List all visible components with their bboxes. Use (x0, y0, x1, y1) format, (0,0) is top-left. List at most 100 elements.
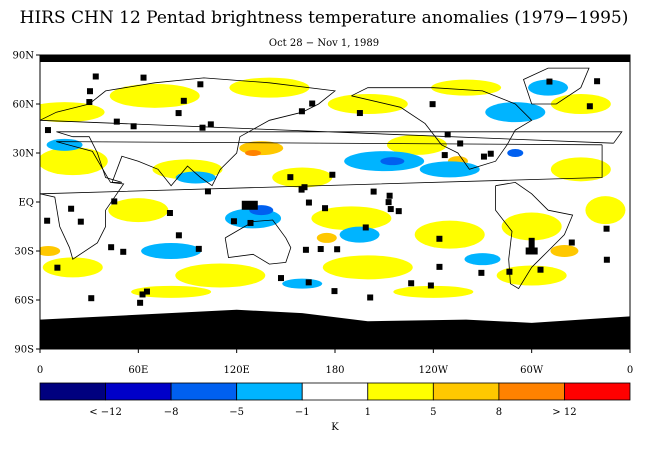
missing-data-cell (537, 266, 544, 273)
warm-anomaly-patch (414, 220, 485, 249)
missing-data-cell (322, 205, 329, 212)
warm-anomaly-patch (175, 263, 266, 288)
warm-anomaly-patch (327, 94, 408, 114)
cool-anomaly-patch (419, 161, 480, 178)
missing-data-cell (86, 99, 93, 106)
missing-data-cell (143, 288, 150, 295)
missing-data-cell (199, 124, 206, 131)
missing-data-cell (298, 186, 305, 193)
anomaly-field-layer (40, 55, 630, 349)
warm-anomaly-patch (40, 147, 108, 176)
missing-data-cell (305, 279, 312, 286)
colorbar-label: −8 (164, 407, 179, 418)
warm-anomaly-patch (311, 206, 392, 231)
lat-tick-label: 90S (14, 345, 34, 356)
lat-tick-label: 30S (14, 247, 34, 258)
missing-data-cell (287, 174, 294, 181)
lon-tick-label: 120E (223, 365, 249, 376)
coastline (351, 87, 533, 170)
lat-tick-label: 60N (13, 100, 35, 111)
missing-data-cell (44, 217, 51, 224)
missing-data-cell (331, 288, 338, 295)
colorbar-label: −5 (229, 407, 244, 418)
colorbar: < −12 −8 −5 −1 1 5 8 > 12 K (39, 382, 631, 433)
missing-data-cell (594, 78, 601, 85)
missing-data-cell (334, 246, 341, 253)
missing-data-cell (195, 245, 202, 252)
coastline (40, 77, 623, 187)
colorbar-label: 1 (365, 407, 371, 418)
missing-data-cell (480, 153, 487, 160)
missing-data-cell (175, 110, 182, 117)
cool-anomaly-patch (46, 138, 83, 151)
missing-data-cell (68, 205, 75, 212)
warm-anomaly-patch (229, 77, 310, 98)
warm-anomaly-patch (272, 167, 333, 188)
lat-tick-label: 30N (13, 149, 35, 160)
north-pole-missing-data (40, 55, 630, 62)
missing-data-cell (427, 282, 434, 289)
missing-data-cell (111, 198, 118, 205)
colorbar-swatch (170, 382, 238, 401)
lon-tick-label: 0 (37, 365, 43, 376)
missing-data-cell (367, 294, 374, 301)
missing-data-cell (204, 188, 211, 195)
warm-anomaly-patch (550, 94, 611, 114)
lon-tick-label: 0 (627, 365, 633, 376)
missing-data-cell (478, 269, 485, 276)
missing-data-cell (309, 100, 316, 107)
lat-tick-label: 90N (13, 51, 35, 62)
warm-anomaly-patch (42, 257, 103, 278)
cool-anomaly-patch (485, 102, 546, 123)
warm-anomaly-patch (131, 285, 212, 298)
missing-data-cell (130, 123, 137, 130)
very-strong-warm-anomaly-patch (245, 150, 262, 156)
warm-anomaly-patch (431, 79, 502, 96)
colorbar-unit: K (331, 422, 339, 433)
coastline-layer (40, 67, 623, 290)
warm-anomaly-patch (585, 196, 626, 225)
warm-anomaly-patch (322, 255, 413, 280)
lat-tick-label: 60S (14, 296, 34, 307)
missing-data-cell (305, 199, 312, 206)
coastline (523, 67, 590, 105)
cool-anomaly-patch (141, 243, 202, 259)
missing-data-cell (441, 152, 448, 159)
warm-anomaly-patch (496, 265, 567, 286)
missing-data-cell (140, 74, 147, 81)
missing-data-cell (44, 127, 51, 134)
missing-data-cell (356, 110, 363, 117)
strong-cool-anomaly-patch (507, 149, 524, 157)
missing-data-cell (166, 210, 173, 217)
warm-anomaly-patch (550, 157, 611, 182)
missing-data-cell (603, 256, 610, 263)
missing-data-cell (120, 248, 127, 255)
missing-data-cell (387, 206, 394, 213)
missing-data-cell (457, 140, 464, 147)
lon-tick-label: 60W (520, 365, 544, 376)
strong-warm-anomaly-patch (316, 232, 337, 243)
cool-anomaly-patch (464, 253, 501, 266)
colorbar-label: < −12 (89, 407, 122, 418)
warm-anomaly-patch (40, 102, 105, 123)
missing-data-cell (92, 73, 99, 80)
missing-data-cell (298, 108, 305, 115)
missing-data-cell (86, 88, 93, 95)
strong-warm-anomaly-patch (550, 245, 579, 257)
missing-data-cell (385, 199, 392, 206)
colorbar-swatch (105, 382, 172, 401)
colorbar-swatch (432, 382, 500, 401)
missing-data-cell (317, 246, 324, 253)
cool-anomaly-patch (528, 79, 569, 96)
colorbar-swatch (498, 382, 565, 401)
colorbar-swatch (564, 382, 631, 401)
lon-tick-label: 60E (128, 365, 148, 376)
strong-warm-anomaly-patch (40, 246, 61, 256)
missing-data-cell (230, 218, 237, 225)
warm-anomaly-patch (501, 212, 562, 241)
warm-anomaly-patch (108, 198, 169, 223)
missing-data-cell (207, 121, 214, 128)
coastline (224, 219, 292, 265)
